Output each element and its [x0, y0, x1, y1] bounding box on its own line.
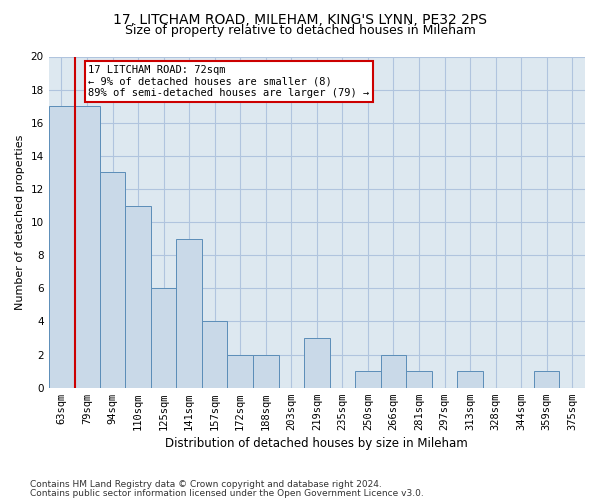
Bar — [457, 371, 483, 388]
Text: Size of property relative to detached houses in Mileham: Size of property relative to detached ho… — [125, 24, 475, 37]
Bar — [380, 354, 406, 388]
Bar — [74, 106, 100, 388]
Text: 17 LITCHAM ROAD: 72sqm
← 9% of detached houses are smaller (8)
89% of semi-detac: 17 LITCHAM ROAD: 72sqm ← 9% of detached … — [88, 65, 370, 98]
Text: Contains public sector information licensed under the Open Government Licence v3: Contains public sector information licen… — [30, 488, 424, 498]
Y-axis label: Number of detached properties: Number of detached properties — [15, 134, 25, 310]
X-axis label: Distribution of detached houses by size in Mileham: Distribution of detached houses by size … — [166, 437, 468, 450]
Bar — [534, 371, 559, 388]
Bar — [176, 238, 202, 388]
Bar — [406, 371, 432, 388]
Bar — [151, 288, 176, 388]
Bar — [227, 354, 253, 388]
Text: Contains HM Land Registry data © Crown copyright and database right 2024.: Contains HM Land Registry data © Crown c… — [30, 480, 382, 489]
Bar — [202, 322, 227, 388]
Bar — [49, 106, 74, 388]
Bar — [253, 354, 278, 388]
Bar — [100, 172, 125, 388]
Text: 17, LITCHAM ROAD, MILEHAM, KING'S LYNN, PE32 2PS: 17, LITCHAM ROAD, MILEHAM, KING'S LYNN, … — [113, 12, 487, 26]
Bar — [125, 206, 151, 388]
Bar — [355, 371, 380, 388]
Bar — [304, 338, 329, 388]
